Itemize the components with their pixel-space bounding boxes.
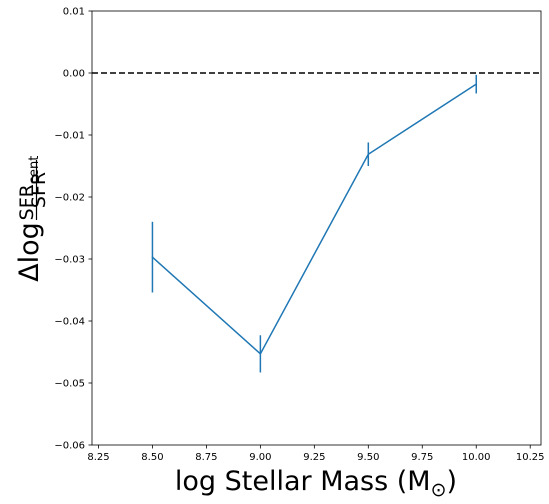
x-tick-label: 9.25 bbox=[303, 452, 325, 463]
x-tick-label: 9.75 bbox=[411, 452, 433, 463]
axis-labels: log Stellar Mass (M⊙) Δlog SFRcent SFR bbox=[14, 156, 457, 501]
y-tick-label: −0.02 bbox=[54, 193, 85, 204]
y-tick-label: −0.05 bbox=[54, 379, 85, 390]
axes: 8.25 8.50 8.75 9.00 9.25 9.50 9.75 10.00 10.25 −0… bbox=[54, 7, 544, 464]
y-tick-label: −0.06 bbox=[54, 441, 85, 452]
data-point-1 bbox=[259, 353, 262, 355]
plot-frame bbox=[91, 10, 542, 446]
data-point-0 bbox=[151, 256, 154, 258]
data-point-3 bbox=[475, 83, 478, 85]
x-tick-label: 8.50 bbox=[141, 452, 163, 463]
y-tick-label: 0.00 bbox=[63, 69, 85, 80]
series-line bbox=[151, 83, 477, 356]
y-axis-label: Δlog SFRcent SFR bbox=[14, 156, 50, 282]
y-tick-label: −0.01 bbox=[54, 131, 85, 142]
y-tick-label: −0.04 bbox=[54, 317, 85, 328]
y-tick-label: 0.01 bbox=[63, 7, 85, 18]
plot-area bbox=[92, 72, 541, 373]
y-axis-label-prefix: Δlog bbox=[14, 222, 45, 282]
x-tick-label: 8.25 bbox=[87, 452, 109, 463]
data-point-2 bbox=[367, 153, 370, 156]
y-tick-label: −0.03 bbox=[54, 255, 85, 266]
x-tick-label: 9.50 bbox=[357, 452, 379, 463]
x-tick-label: 9.00 bbox=[249, 452, 271, 463]
x-axis-label: log Stellar Mass (M⊙) bbox=[175, 466, 457, 501]
y-axis-label-denominator: SFR bbox=[28, 172, 50, 208]
x-tick-label: 10.25 bbox=[516, 452, 545, 463]
x-tick-label: 10.00 bbox=[462, 452, 491, 463]
x-tick-label: 8.75 bbox=[195, 452, 217, 463]
y-axis-label-numerator: SFRcent bbox=[16, 156, 42, 221]
